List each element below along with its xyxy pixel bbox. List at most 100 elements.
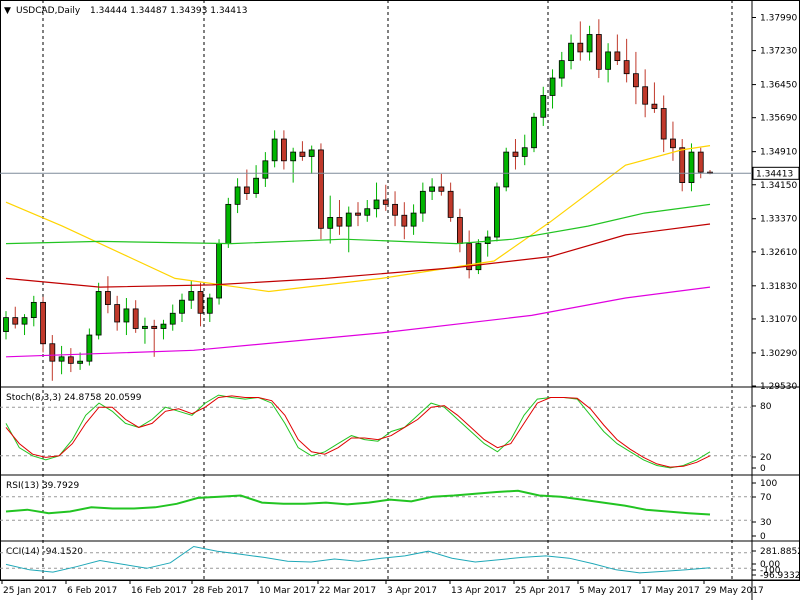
- indicator-tick-label: 80: [760, 402, 772, 412]
- candle-body: [410, 212, 417, 227]
- candle-body: [179, 299, 185, 314]
- candle-body: [697, 151, 704, 173]
- moving-average-line: [5, 145, 711, 293]
- candle-body: [503, 151, 510, 188]
- candle-body: [58, 356, 65, 362]
- candle-body: [253, 177, 260, 194]
- price-tick-label: 1.31070: [760, 315, 797, 325]
- candle-body: [3, 317, 9, 332]
- indicator-tick-label: 281.8852: [760, 547, 800, 557]
- candle-body: [327, 217, 334, 229]
- x-tick-label: 25 Jan 2017: [3, 586, 57, 596]
- candle-body: [447, 190, 454, 218]
- indicator-line: [5, 545, 711, 574]
- candle-body: [642, 86, 649, 105]
- indicator-line: [5, 395, 711, 468]
- x-tick-label: 28 Feb 2017: [193, 586, 249, 596]
- candle-body: [169, 312, 176, 325]
- indicator-line: [5, 394, 711, 469]
- x-tick-label: 10 Mar 2017: [259, 586, 316, 596]
- stoch-pane[interactable]: [0, 394, 752, 469]
- x-tick-label: 25 Apr 2017: [515, 586, 571, 596]
- cci-pane[interactable]: [0, 545, 752, 574]
- candle-body: [151, 325, 158, 329]
- candle-body: [419, 190, 426, 214]
- price-tick-label: 1.36450: [760, 81, 797, 91]
- moving-average-line: [5, 286, 711, 358]
- chart-header: ▼ USDCAD,Daily 1.34444 1.34487 1.34393 1…: [4, 6, 247, 16]
- candle-body: [586, 34, 593, 53]
- candle-body: [243, 186, 250, 194]
- candle-body: [456, 217, 463, 244]
- candle-body: [160, 323, 167, 329]
- ohlc-readout: 1.34444 1.34487 1.34393 1.34413: [90, 6, 247, 16]
- candle-body: [225, 203, 232, 244]
- candle-body: [95, 291, 102, 336]
- indicator-tick-label: 100: [760, 479, 777, 489]
- price-tick-label: 1.31830: [760, 282, 797, 292]
- rsi-pane[interactable]: [0, 489, 752, 521]
- candle-body: [271, 138, 278, 162]
- price-tick-label: 1.34910: [760, 148, 797, 158]
- current-price-box: [752, 166, 800, 180]
- candle-body: [651, 103, 658, 109]
- candle-body: [688, 151, 695, 183]
- candle-body: [216, 243, 222, 299]
- price-tick-label: 1.37990: [760, 14, 797, 24]
- indicator-tick-label: 0: [760, 532, 766, 542]
- candle-body: [67, 356, 74, 364]
- indicator-tick-label: 70: [760, 493, 772, 503]
- candle-body: [595, 34, 602, 70]
- candle-body: [77, 360, 84, 364]
- current-price-label: 1.34413: [756, 169, 793, 179]
- candle-body: [494, 186, 500, 238]
- candle-body: [549, 77, 556, 96]
- candle-body: [392, 203, 398, 216]
- candle-body: [401, 214, 408, 227]
- candle-body: [373, 199, 380, 210]
- candle-body: [670, 138, 676, 149]
- axis-labels: 25 Jan 2017 6 Feb 2017 16 Feb 2017 28 Feb 2…: [1, 14, 800, 596]
- candle-body: [679, 147, 686, 183]
- moving-average-line: [5, 223, 711, 288]
- candle-body: [290, 151, 297, 162]
- candle-body: [345, 212, 352, 227]
- indicator-tick-label: 0.00: [760, 560, 780, 570]
- candle-body: [577, 42, 584, 53]
- candle-body: [512, 151, 519, 157]
- candle-body: [318, 149, 324, 229]
- indicator-tick-label: 30: [760, 518, 772, 528]
- price-tick-label: 1.32610: [760, 248, 797, 258]
- triangle-down-icon[interactable]: ▼: [4, 6, 11, 16]
- candle-body: [21, 317, 28, 325]
- candle-body: [30, 301, 37, 319]
- candle-body: [382, 199, 389, 205]
- price-pane[interactable]: [0, 19, 752, 381]
- candle-body: [364, 208, 371, 216]
- x-tick-label: 5 May 2017: [579, 586, 632, 596]
- x-tick-label: 3 Apr 2017: [387, 586, 437, 596]
- stoch-title: Stoch(8,3,3) 24.8758 20.0599: [6, 393, 142, 403]
- x-tick-label: 17 May 2017: [641, 586, 700, 596]
- x-tick-label: 6 Feb 2017: [67, 586, 117, 596]
- candle-body: [484, 236, 491, 244]
- candle-body: [40, 301, 46, 345]
- candle-body: [540, 95, 547, 118]
- candle-body: [104, 291, 111, 305]
- x-tick-label: 16 Feb 2017: [131, 586, 187, 596]
- candle-body: [355, 212, 361, 216]
- candle-body: [466, 243, 473, 271]
- price-tick-label: 1.29530: [760, 382, 797, 392]
- indicator-tick-label: 0: [760, 464, 766, 474]
- price-tick-label: 1.35690: [760, 114, 797, 124]
- candle-body: [234, 186, 241, 205]
- candle-body: [614, 51, 621, 62]
- x-tick-label: 22 Mar 2017: [319, 586, 376, 596]
- candle-body: [49, 343, 56, 362]
- candle-body: [632, 73, 639, 88]
- price-tick-label: 1.34150: [760, 181, 797, 191]
- candle-body: [299, 151, 306, 157]
- candle-body: [132, 308, 139, 329]
